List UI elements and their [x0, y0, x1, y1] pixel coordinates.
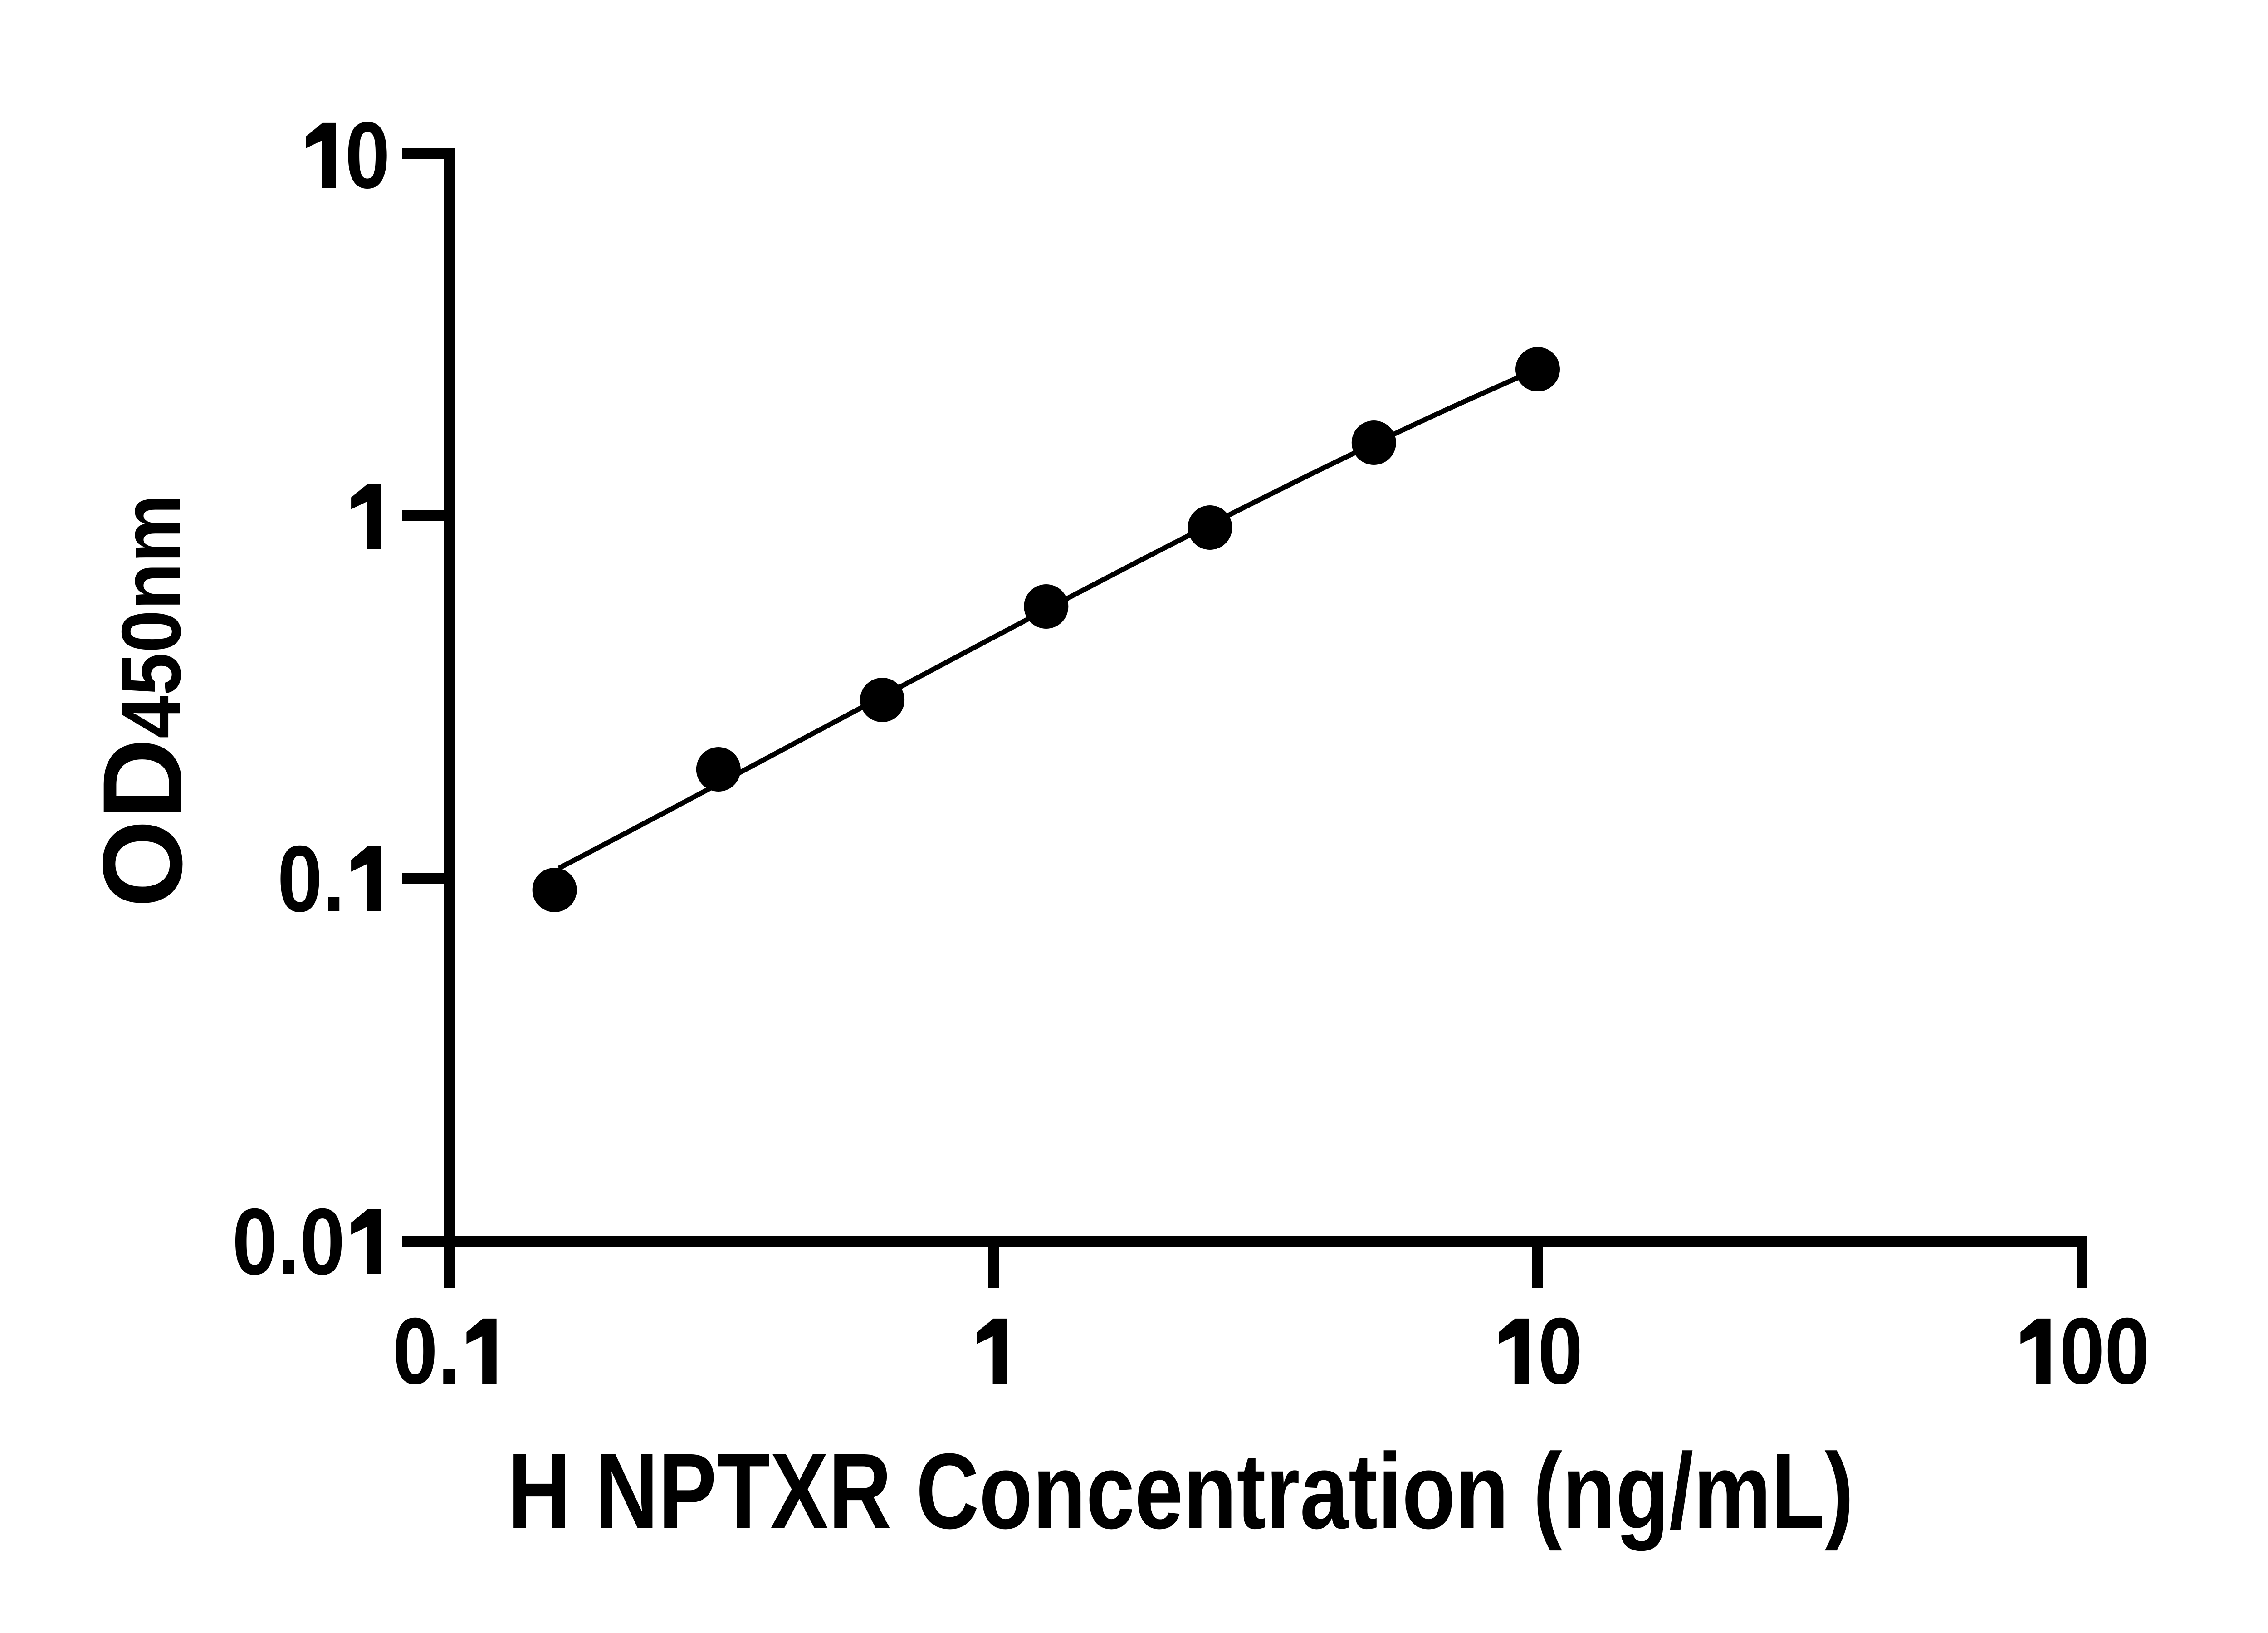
svg-text:0: 0: [345, 103, 390, 208]
svg-text:OD: OD: [79, 738, 205, 908]
svg-text:00: 00: [2059, 1298, 2150, 1404]
svg-text:0.0: 0.0: [232, 1189, 345, 1295]
svg-text:0: 0: [1538, 1298, 1583, 1404]
svg-text:0.: 0.: [393, 1298, 460, 1404]
svg-text:450nm: 450nm: [104, 494, 198, 738]
svg-text:0.: 0.: [277, 826, 345, 932]
svg-text:H NPTXR Concentration (ng/mL): H NPTXR Concentration (ng/mL): [508, 1431, 1853, 1551]
